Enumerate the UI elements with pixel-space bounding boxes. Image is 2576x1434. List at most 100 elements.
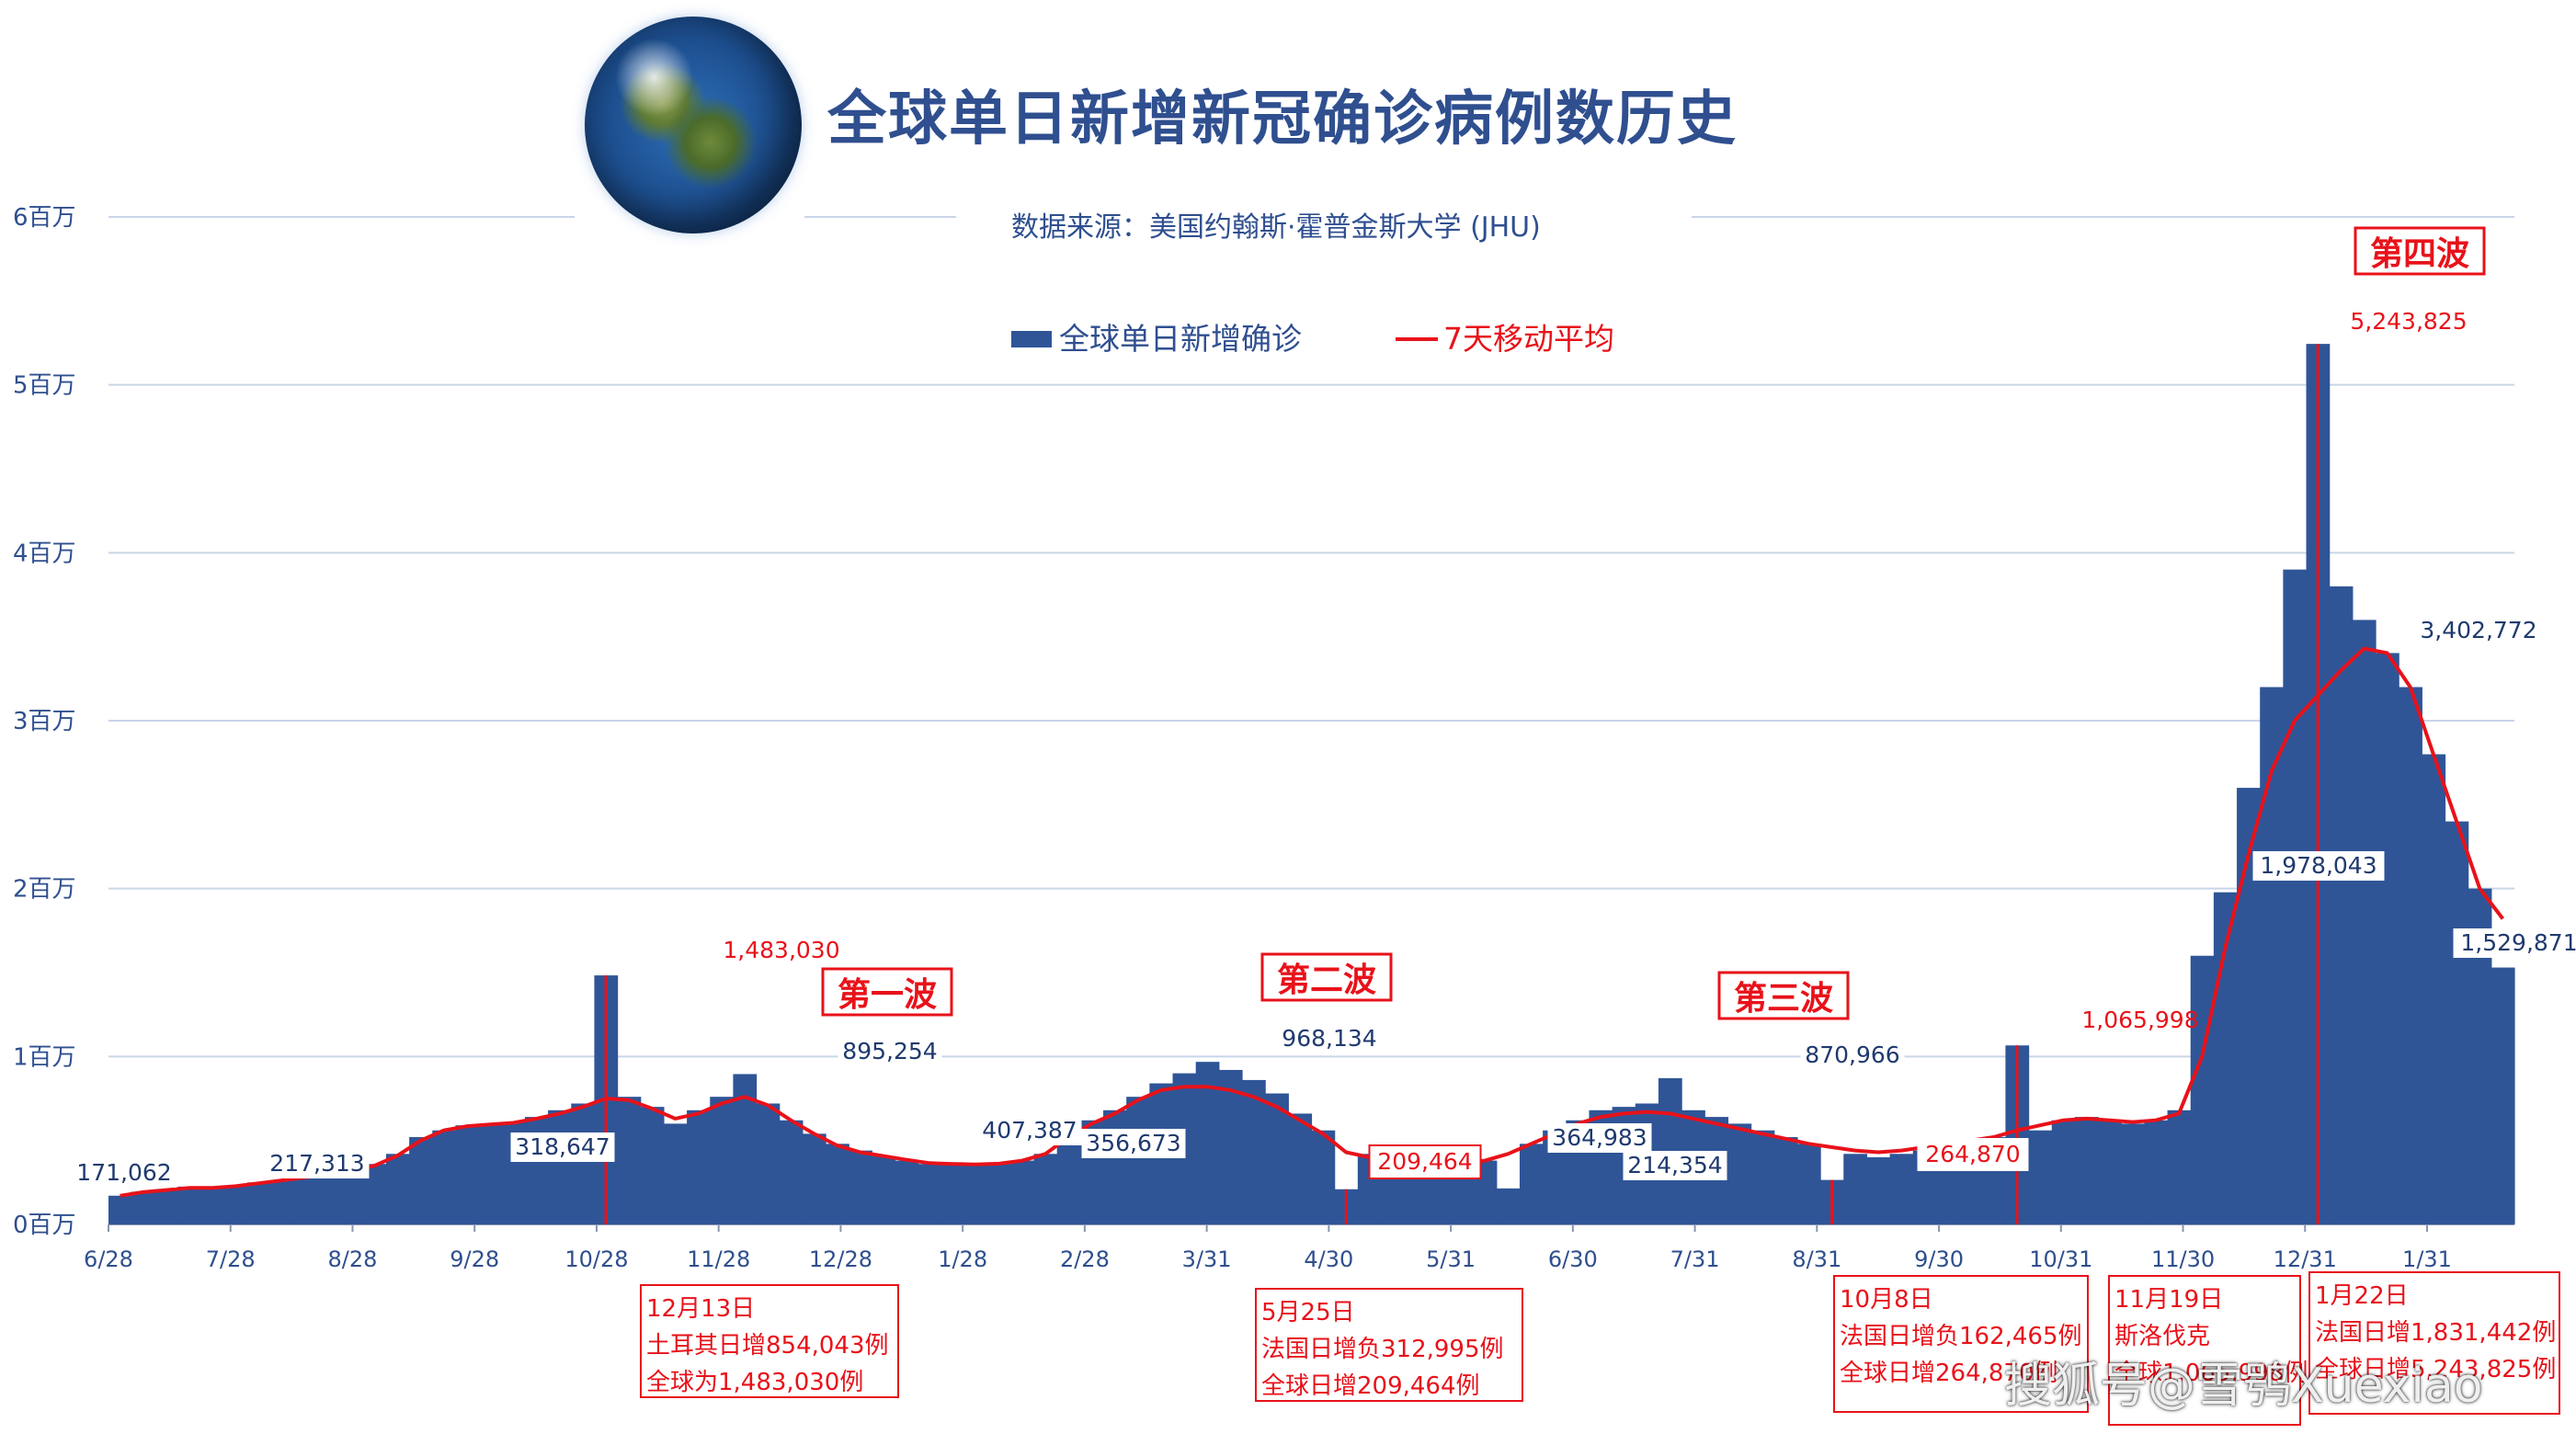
bar [2028, 1130, 2053, 1224]
value-label: 870,966 [1805, 1041, 1899, 1068]
bar [1519, 1144, 1544, 1224]
bar [2283, 569, 2308, 1224]
annotation-line: 1月22日 [2315, 1282, 2409, 1310]
value-label-bg [1081, 1129, 1186, 1158]
bar [987, 1164, 1011, 1224]
bar [2352, 620, 2377, 1224]
legend-line-label: 7天移动平均 [1443, 321, 1614, 357]
value-label: 318,647 [515, 1133, 610, 1160]
annotation-line: 全球日增5,243,825例 [2315, 1356, 2556, 1383]
x-tick-label: 7/28 [206, 1246, 256, 1272]
bar [849, 1150, 872, 1224]
wave-label: 第二波 [1277, 962, 1376, 999]
bar [964, 1164, 988, 1224]
bar [1103, 1110, 1127, 1224]
bar [2051, 1120, 2076, 1224]
wave-label: 第三波 [1734, 980, 1833, 1018]
bar [2144, 1120, 2169, 1224]
value-label: 364,983 [1552, 1124, 1647, 1151]
value-label: 209,464 [1377, 1148, 1472, 1175]
bar [108, 1195, 132, 1224]
value-label: 407,387 [982, 1117, 1077, 1144]
data-source: 数据来源：美国约翰斯·霍普金斯大学 (JHU) [1011, 211, 1541, 244]
value-label: 217,313 [269, 1150, 364, 1177]
value-label-bg [1917, 1138, 2029, 1171]
annotation-line: 12月13日 [646, 1295, 755, 1323]
bar [663, 1123, 688, 1224]
bar [1288, 1113, 1313, 1224]
annotation-box [640, 1284, 899, 1398]
annotation-box [1833, 1275, 2089, 1413]
bar [2491, 967, 2515, 1224]
bar [432, 1130, 457, 1224]
value-label-bg [1547, 1123, 1652, 1153]
bar [2422, 754, 2446, 1224]
wave-label-box [2354, 226, 2486, 276]
x-tick-label: 6/28 [84, 1246, 133, 1272]
bar [1218, 1069, 1243, 1224]
wave-label-box [1260, 952, 1393, 1002]
bar [316, 1174, 341, 1224]
bar [1242, 1079, 1266, 1224]
bar [2190, 955, 2215, 1224]
value-label: 5,243,825 [2350, 308, 2467, 335]
moving-average-line [120, 646, 2504, 1198]
x-tick-label: 7/31 [1670, 1246, 1720, 1272]
bar [640, 1107, 665, 1224]
bar [1866, 1156, 1891, 1224]
bar [756, 1103, 781, 1224]
annotation-box [2308, 1271, 2560, 1415]
value-label-bg [2453, 928, 2576, 958]
x-tick-label: 4/30 [1304, 1246, 1353, 1272]
bar [1056, 1133, 1081, 1224]
bar [826, 1144, 849, 1224]
legend-bar-swatch [1011, 331, 1052, 347]
x-tick-label: 11/30 [2151, 1246, 2215, 1272]
y-tick-label: 3百万 [13, 708, 76, 735]
annotation-line: 全球日增209,464例 [1261, 1372, 1480, 1400]
value-label-bg [2412, 616, 2545, 645]
bar [802, 1133, 826, 1224]
annotation-line: 全球日增264,870例 [1840, 1360, 2058, 1387]
bar [1311, 1130, 1336, 1224]
y-tick-label: 2百万 [13, 876, 76, 904]
annotation-line: 土耳其日增854,043例 [646, 1332, 889, 1360]
value-label-bg [2252, 851, 2385, 881]
bar [131, 1191, 155, 1224]
value-label: 1,483,030 [723, 937, 839, 963]
x-tick-label: 2/28 [1060, 1246, 1110, 1272]
x-tick-label: 12/28 [809, 1246, 872, 1272]
bar [2376, 653, 2399, 1224]
value-label-bg [1623, 1151, 1727, 1180]
value-label-box [1368, 1144, 1482, 1179]
x-tick-label: 5/31 [1426, 1246, 1476, 1272]
bar [2329, 586, 2354, 1224]
value-label: 968,134 [1282, 1025, 1376, 1052]
value-label: 895,254 [842, 1038, 937, 1064]
value-labels: 171,062 217,313 318,647 895,254 407,387 356,6… [72, 308, 2576, 1188]
bar [1010, 1160, 1035, 1224]
annotation-line: 11月19日 [2114, 1286, 2223, 1314]
y-tick-label: 6百万 [13, 204, 76, 232]
bar [339, 1170, 364, 1224]
value-label: 1,529,871 [2460, 929, 2576, 956]
bar [2121, 1123, 2145, 1224]
gridlines [108, 216, 2514, 1225]
wave-labels: 第一波 第二波 第三波 第四波 [821, 226, 2486, 1020]
watermark: 搜狐号@雪鸮Xuexiao [2004, 1359, 2483, 1414]
bar [918, 1164, 942, 1224]
bar [478, 1123, 503, 1224]
y-tick-label: 0百万 [13, 1212, 76, 1239]
x-tick-label: 9/30 [1914, 1246, 1964, 1272]
x-tick-label: 11/28 [687, 1246, 750, 1272]
annotation-line: 10月8日 [1840, 1286, 1933, 1314]
value-label-bg [1277, 1024, 1382, 1053]
annotation-line: 法国日增负312,995例 [1261, 1336, 1504, 1363]
bar [1727, 1123, 1752, 1224]
x-tick-label: 3/31 [1182, 1246, 1232, 1272]
value-label: 1,065,998 [2081, 1007, 2198, 1033]
bar [246, 1182, 271, 1224]
bar [1889, 1154, 1914, 1224]
bar [1265, 1093, 1289, 1224]
